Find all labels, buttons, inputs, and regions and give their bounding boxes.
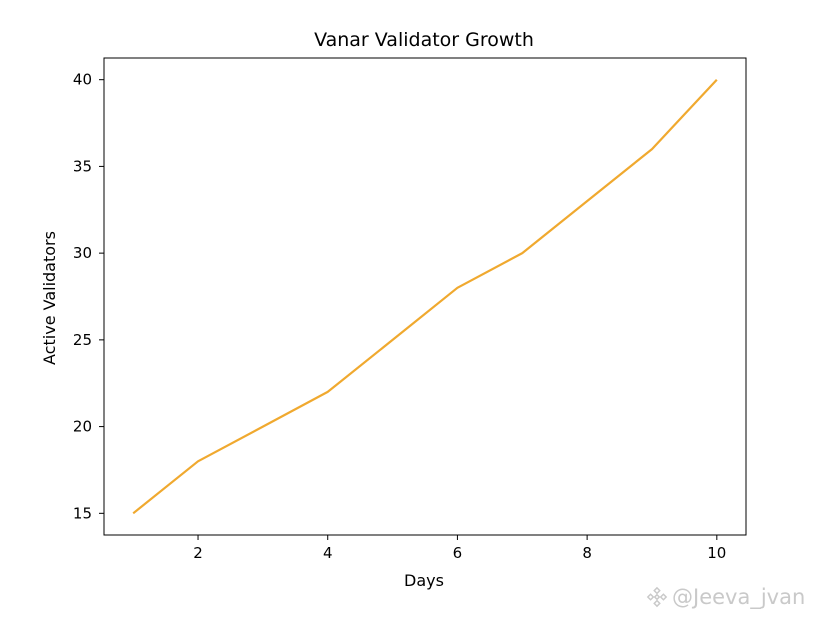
- watermark: @Jeeva_jvan: [646, 585, 805, 609]
- chart-title: Vanar Validator Growth: [314, 29, 534, 51]
- y-axis-label: Active Validators: [40, 231, 59, 365]
- x-tick-label: 6: [453, 544, 463, 562]
- y-tick-label: 25: [73, 331, 92, 349]
- binance-logo-icon: [646, 586, 668, 608]
- x-tick-label: 2: [193, 544, 203, 562]
- y-tick-label: 40: [73, 71, 92, 89]
- plot-frame: [103, 57, 747, 536]
- y-tick-label: 30: [73, 244, 92, 262]
- y-tick-label: 35: [73, 157, 92, 175]
- series-line: [132, 78, 718, 515]
- watermark-text: @Jeeva_jvan: [672, 585, 806, 609]
- y-tick-label: 20: [73, 418, 92, 436]
- y-tick-label: 15: [73, 504, 92, 522]
- x-tick-label: 4: [323, 544, 333, 562]
- x-tick-label: 8: [582, 544, 592, 562]
- x-axis-label: Days: [404, 571, 444, 590]
- x-tick-label: 10: [707, 544, 726, 562]
- plot-area: 2 4 6 8 10 15 20 25 30 35 40: [73, 57, 747, 562]
